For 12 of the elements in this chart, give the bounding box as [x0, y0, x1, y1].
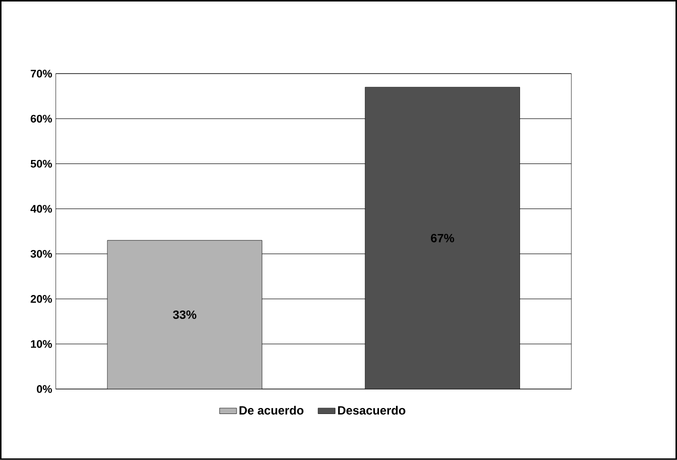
legend-label: De acuerdo	[240, 406, 304, 415]
data-label: 33%	[172, 310, 196, 320]
y-tick-label: 20%	[30, 295, 52, 303]
y-tick-label: 40%	[30, 205, 52, 213]
y-tick-label: 10%	[31, 340, 52, 348]
y-tick-label: 70%	[30, 70, 52, 78]
data-label: 67%	[430, 234, 454, 242]
y-tick-label: 0%	[36, 385, 52, 393]
legend-label: Desacuerdo	[338, 406, 406, 415]
y-tick-label: 50%	[30, 160, 52, 168]
y-tick-label: 60%	[30, 114, 52, 123]
y-tick-label: 30%	[30, 250, 52, 258]
